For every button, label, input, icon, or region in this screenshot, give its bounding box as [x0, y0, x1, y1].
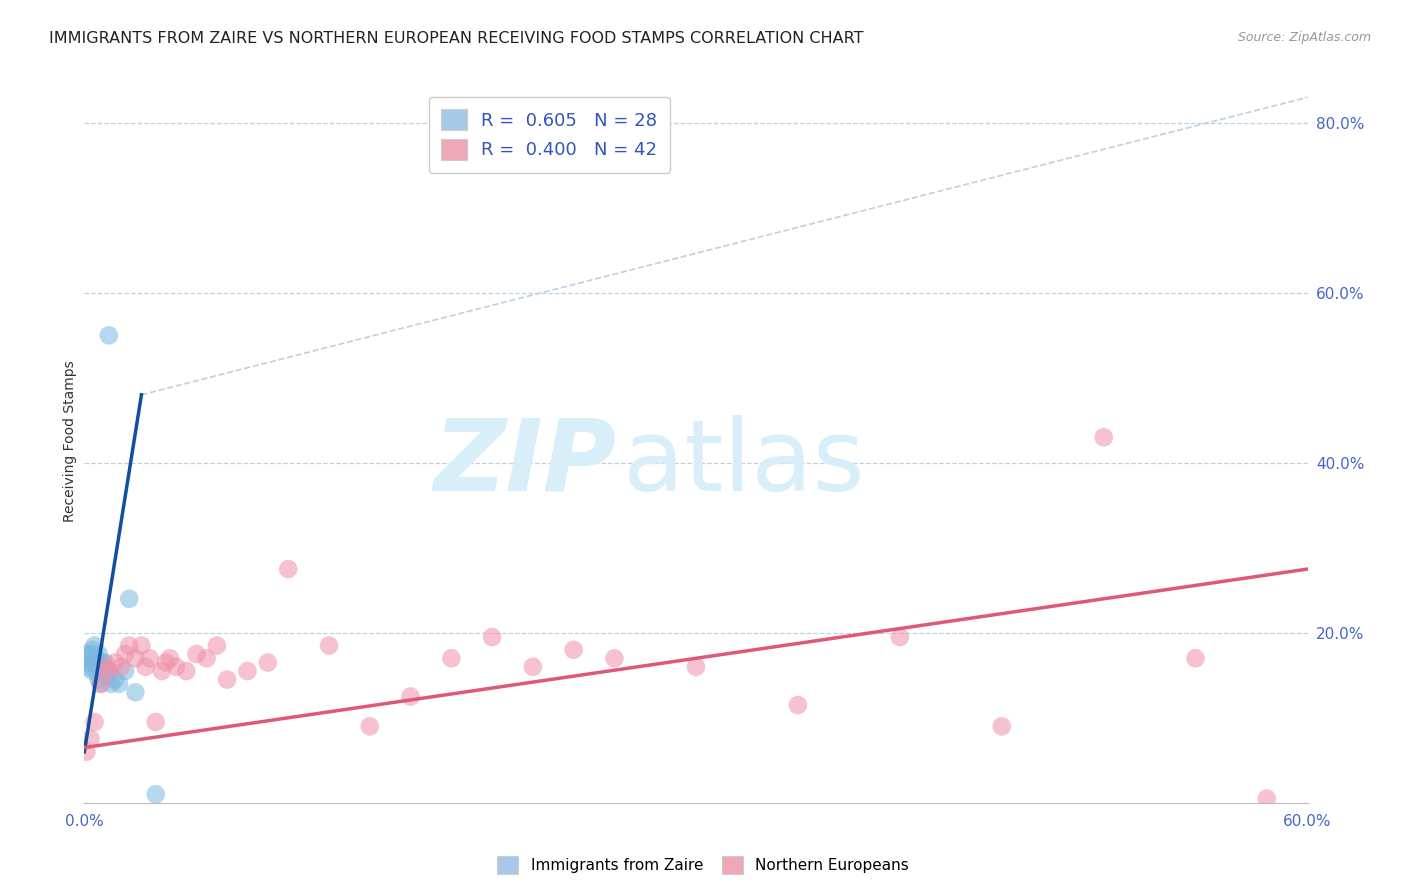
Point	[145, 787, 167, 801]
Point	[79, 647, 101, 661]
Point	[114, 647, 136, 661]
Point	[104, 656, 127, 670]
Text: IMMIGRANTS FROM ZAIRE VS NORTHERN EUROPEAN RECEIVING FOOD STAMPS CORRELATION CHA: IMMIGRANTS FROM ZAIRE VS NORTHERN EUROPE…	[49, 31, 863, 46]
Point	[82, 664, 104, 678]
Point	[100, 677, 122, 691]
Point	[155, 656, 177, 670]
Point	[96, 668, 118, 682]
Point	[93, 656, 115, 670]
Point	[97, 328, 120, 343]
Point	[97, 664, 120, 678]
Point	[889, 630, 911, 644]
Point	[90, 660, 112, 674]
Point	[277, 562, 299, 576]
Point	[1256, 791, 1278, 805]
Point	[86, 664, 108, 678]
Point	[110, 660, 132, 674]
Point	[118, 591, 141, 606]
Text: Source: ZipAtlas.com: Source: ZipAtlas.com	[1237, 31, 1371, 45]
Point	[77, 651, 100, 665]
Point	[75, 656, 97, 670]
Point	[79, 732, 101, 747]
Point	[399, 690, 422, 704]
Point	[787, 698, 810, 712]
Point	[174, 664, 197, 678]
Point	[257, 656, 280, 670]
Point	[86, 651, 108, 665]
Point	[685, 660, 707, 674]
Y-axis label: Receiving Food Stamps: Receiving Food Stamps	[63, 360, 77, 523]
Point	[97, 664, 120, 678]
Point	[87, 647, 110, 661]
Point	[83, 639, 105, 653]
Point	[603, 651, 626, 665]
Point	[186, 647, 208, 661]
Point	[82, 642, 104, 657]
Point	[77, 660, 100, 674]
Point	[205, 639, 228, 653]
Point	[83, 714, 105, 729]
Point	[165, 660, 187, 674]
Point	[90, 677, 112, 691]
Point	[124, 651, 146, 665]
Point	[522, 660, 544, 674]
Point	[75, 745, 97, 759]
Point	[90, 677, 112, 691]
Point	[114, 664, 136, 678]
Point	[236, 664, 259, 678]
Point	[93, 660, 115, 674]
Point	[159, 651, 181, 665]
Point	[118, 639, 141, 653]
Point	[318, 639, 340, 653]
Point	[1092, 430, 1115, 444]
Point	[1184, 651, 1206, 665]
Point	[150, 664, 173, 678]
Point	[440, 651, 463, 665]
Point	[481, 630, 503, 644]
Point	[91, 656, 114, 670]
Point	[195, 651, 218, 665]
Legend: Immigrants from Zaire, Northern Europeans: Immigrants from Zaire, Northern European…	[491, 850, 915, 880]
Point	[217, 673, 239, 687]
Point	[991, 719, 1014, 733]
Point	[359, 719, 381, 733]
Text: ZIP: ZIP	[433, 415, 616, 512]
Text: atlas: atlas	[623, 415, 865, 512]
Point	[562, 642, 585, 657]
Point	[75, 647, 97, 661]
Point	[108, 677, 131, 691]
Point	[124, 685, 146, 699]
Point	[131, 639, 153, 653]
Point	[79, 656, 101, 670]
Legend: R =  0.605   N = 28, R =  0.400   N = 42: R = 0.605 N = 28, R = 0.400 N = 42	[429, 96, 669, 172]
Point	[87, 673, 110, 687]
Point	[104, 673, 127, 687]
Point	[138, 651, 160, 665]
Point	[83, 656, 105, 670]
Point	[145, 714, 167, 729]
Point	[135, 660, 157, 674]
